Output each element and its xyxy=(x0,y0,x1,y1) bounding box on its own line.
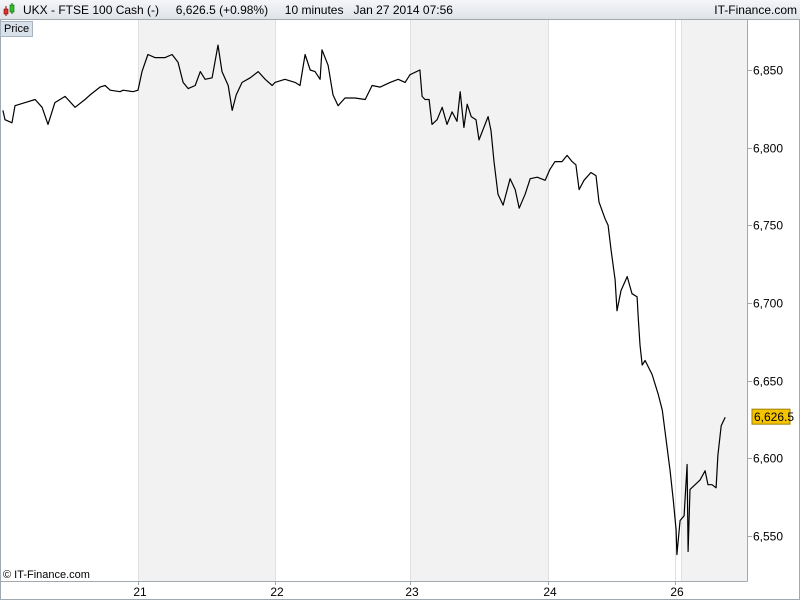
candlestick-chart-icon xyxy=(3,3,15,16)
y-tick-label: 6,850 xyxy=(753,64,783,78)
y-tick-label: 6,750 xyxy=(753,219,783,233)
symbol-title: UKX - FTSE 100 Cash (-) xyxy=(23,3,160,17)
day-shade-band xyxy=(410,20,548,581)
brand-label: IT-Finance.com xyxy=(714,3,797,17)
interval-label: 10 minutes xyxy=(284,3,344,17)
price-series-line xyxy=(2,44,726,556)
last-price-badge xyxy=(751,408,791,425)
panel-label-price: Price xyxy=(0,21,34,37)
y-tick-label: 6,700 xyxy=(753,297,783,311)
day-shade-band xyxy=(138,20,275,581)
x-tick-label: 21 xyxy=(133,585,147,599)
chart-title: UKX - FTSE 100 Cash (-) 6,626.5 (+0.98%)… xyxy=(23,3,453,17)
copyright: © IT-Finance.com xyxy=(3,569,90,581)
y-tick-label: 6,800 xyxy=(753,142,783,156)
last-price-label: 6,626.5 xyxy=(754,410,794,424)
x-tick-label: 24 xyxy=(543,585,557,599)
datetime-label: Jan 27 2014 07:56 xyxy=(353,3,453,17)
last-price: 6,626.5 (+0.98%) xyxy=(175,3,269,17)
x-tick-label: 22 xyxy=(270,585,284,599)
x-tick-label: 23 xyxy=(405,585,419,599)
title-bar: UKX - FTSE 100 Cash (-) 6,626.5 (+0.98%)… xyxy=(0,0,800,20)
x-tick-label: 26 xyxy=(670,585,684,599)
day-shade-band xyxy=(681,20,747,581)
y-tick-label: 6,550 xyxy=(753,530,783,544)
y-tick-label: 6,650 xyxy=(753,375,783,389)
y-tick-label: 6,600 xyxy=(753,452,783,466)
